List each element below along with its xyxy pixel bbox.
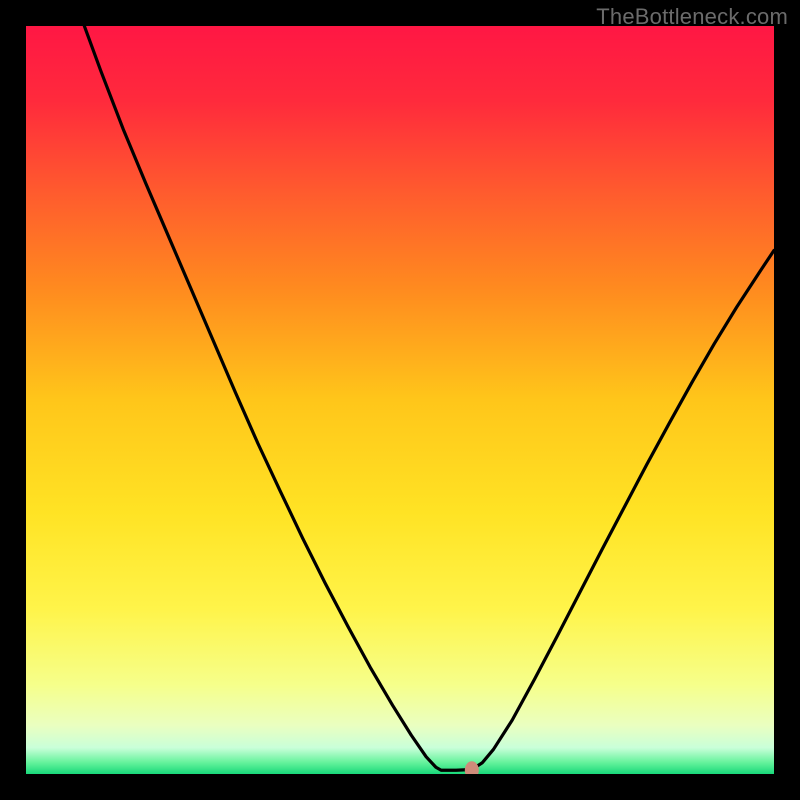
watermark-text: TheBottleneck.com: [596, 4, 788, 30]
chart-container: TheBottleneck.com: [0, 0, 800, 800]
plot-svg: [26, 26, 774, 774]
plot-area: [26, 26, 774, 774]
gradient-background: [26, 26, 774, 774]
